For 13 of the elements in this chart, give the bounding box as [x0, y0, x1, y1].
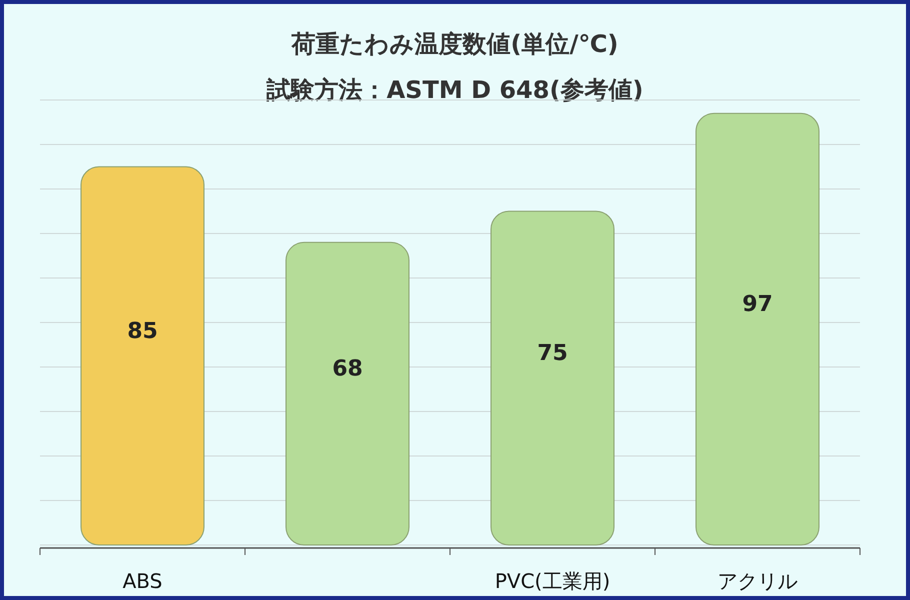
bar	[80, 166, 204, 546]
data-label: 75	[537, 341, 568, 366]
chart-subtitle: 試験方法：ASTM D 648(参考値)	[266, 76, 644, 104]
data-label: 85	[127, 318, 158, 344]
bar	[286, 242, 410, 546]
bar	[696, 112, 820, 546]
data-label: 97	[742, 292, 773, 318]
x-tick-label: PVC(工業用)	[494, 569, 610, 593]
bar	[490, 210, 614, 546]
chart-title: 荷重たわみ温度数値(単位/℃)	[290, 30, 618, 58]
x-tick-label: ABS	[122, 569, 162, 593]
x-tick-label: アクリル	[718, 569, 798, 593]
data-label: 68	[332, 356, 363, 382]
